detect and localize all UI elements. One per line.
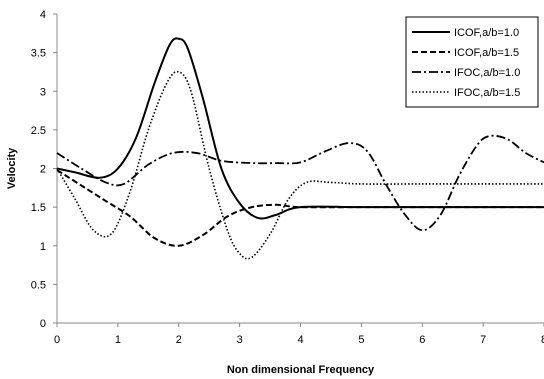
y-tick-label: 3 [40, 86, 46, 98]
y-tick-label: 3.5 [31, 48, 46, 60]
x-axis-title: Non dimensional Frequency [227, 364, 375, 376]
legend-label: ICOF,a/b=1.0 [454, 27, 519, 39]
y-tick-label: 2.5 [31, 125, 46, 137]
legend-label: ICOF,a/b=1.5 [454, 47, 519, 59]
x-tick-label: 1 [115, 334, 121, 346]
x-axis: 0 1 2 3 4 5 6 7 8 [54, 322, 544, 346]
y-tick-label: 0 [40, 318, 46, 330]
x-tick-label: 5 [358, 334, 364, 346]
series-line [56, 70, 544, 260]
x-tick-label: 3 [237, 334, 243, 346]
legend-label: IFOC,a/b=1.5 [454, 87, 520, 99]
legend: ICOF,a/b=1.0 ICOF,a/b=1.5 IFOC,a/b=1.0 IFOC… [405, 16, 539, 108]
y-tick-label: 1 [40, 241, 46, 253]
y-axis: 0 0.5 1 1.5 2 2.5 3 3.5 4 [31, 9, 58, 330]
y-tick-label: 4 [40, 9, 46, 21]
series-layer [56, 37, 544, 260]
x-tick-label: 8 [541, 334, 544, 346]
x-tick-label: 0 [54, 334, 60, 346]
y-axis-title: Velocity [6, 147, 18, 189]
x-tick-label: 6 [419, 334, 425, 346]
x-tick-label: 7 [480, 334, 486, 346]
x-tick-label: 2 [176, 334, 182, 346]
y-tick-label: 1.5 [31, 202, 46, 214]
y-tick-label: 2 [40, 164, 46, 176]
x-tick-label: 4 [297, 334, 303, 346]
legend-box [405, 16, 539, 108]
y-tick-label: 0.5 [31, 279, 46, 291]
series-line [56, 169, 544, 247]
legend-label: IFOC,a/b=1.0 [454, 67, 520, 79]
series-line [56, 134, 544, 232]
